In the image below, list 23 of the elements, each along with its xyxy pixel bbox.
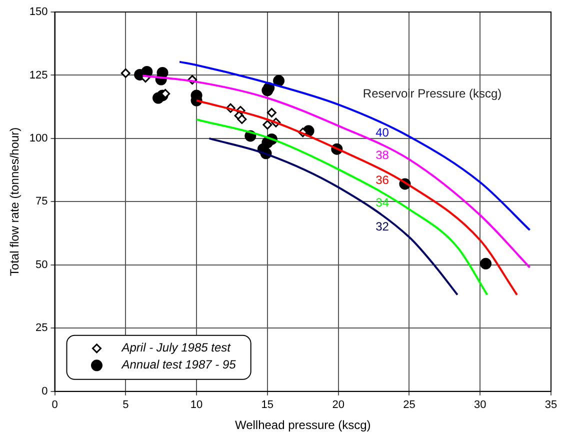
series-label: 40 <box>376 126 390 140</box>
legend-label: Annual test 1987 - 95 <box>120 358 236 372</box>
x-tick-label: 15 <box>261 399 274 412</box>
y-tick-label: 75 <box>36 196 48 208</box>
y-tick-label: 50 <box>36 258 48 271</box>
y-tick-label: 125 <box>29 69 48 82</box>
y-tick-label: 100 <box>29 132 48 144</box>
x-tick-label: 20 <box>332 399 344 412</box>
x-tick-label: 25 <box>403 399 416 412</box>
x-tick-label: 35 <box>544 399 558 412</box>
x-tick-label: 30 <box>474 399 486 412</box>
y-tick-label: 0 <box>42 385 48 398</box>
y-axis-title: Total flow rate (tonnes/hour) <box>8 127 22 276</box>
x-tick-label: 5 <box>122 399 129 412</box>
series-label: 36 <box>376 172 390 187</box>
y-tick-label: 150 <box>29 6 48 18</box>
series-label: 38 <box>376 148 390 162</box>
x-tick-label: 0 <box>52 399 58 412</box>
x-axis-title: Wellhead pressure (kscg) <box>234 418 371 432</box>
y-tick-label: 25 <box>36 322 48 334</box>
x-tick-label: 10 <box>190 399 203 412</box>
legend-label: April - July 1985 test <box>120 340 232 355</box>
series-label: 32 <box>376 219 390 234</box>
